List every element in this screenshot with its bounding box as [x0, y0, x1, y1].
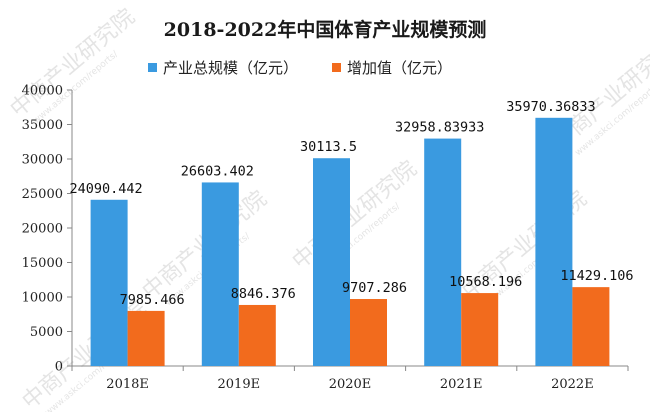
data-label-total: 32958.83933 [395, 120, 484, 136]
x-tick-label: 2021E [440, 377, 483, 392]
bar-total [313, 158, 350, 366]
legend-swatch-0 [148, 63, 157, 72]
bar-total [201, 182, 239, 366]
y-tick-label: 25000 [22, 187, 63, 202]
y-tick-label: 0 [55, 360, 63, 375]
y-tick-label: 30000 [22, 153, 63, 168]
x-tick-label: 2018E [106, 377, 149, 392]
bar-added-value [572, 287, 610, 366]
y-tick-label: 15000 [22, 256, 63, 271]
y-tick-label: 5000 [30, 325, 63, 340]
legend-swatch-1 [332, 63, 341, 72]
watermark-text: 中商产业研究院 [288, 156, 422, 274]
data-label-total: 30113.5 [300, 139, 357, 155]
x-tick-label: 2020E [329, 377, 372, 392]
y-tick-label: 40000 [22, 84, 63, 99]
axes: 0 5000 10000 15000 20000 25000 30000 35000 40000… [22, 84, 629, 392]
data-label-total: 35970.36833 [506, 99, 595, 115]
bars [90, 117, 610, 366]
data-label-added-value: 8846.376 [231, 286, 296, 302]
watermark-text: 中商产业研究院 [6, 4, 140, 122]
bar-added-value [127, 310, 165, 366]
data-label-added-value: 7985.466 [120, 292, 185, 308]
y-tick-label: 10000 [22, 291, 63, 306]
bar-total [535, 117, 573, 366]
x-tick-label: 2022E [551, 377, 594, 392]
data-labels: 24090.442 26603.402 30113.5 32958.83933 3597… [70, 99, 634, 308]
bar-total [424, 138, 462, 366]
x-tick-label: 2019E [218, 377, 261, 392]
y-tick-label: 20000 [22, 222, 63, 237]
data-label-total: 26603.402 [181, 163, 254, 179]
data-label-added-value: 10568.196 [449, 274, 522, 290]
legend-label-1: 增加值（亿元） [347, 59, 452, 77]
bar-added-value [238, 304, 276, 366]
data-label-total: 24090.442 [70, 181, 143, 197]
legend: 产业总规模（亿元） 增加值（亿元） [148, 59, 452, 77]
bar-added-value [461, 293, 499, 366]
data-label-added-value: 9707.286 [342, 280, 407, 296]
y-tick-label: 35000 [22, 118, 63, 133]
bar-added-value [350, 299, 387, 366]
bar-total [90, 199, 128, 366]
chart-title: 2018-2022年中国体育产业规模预测 [164, 18, 487, 41]
data-label-added-value: 11429.106 [560, 268, 633, 284]
legend-label-0: 产业总规模（亿元） [163, 59, 298, 77]
